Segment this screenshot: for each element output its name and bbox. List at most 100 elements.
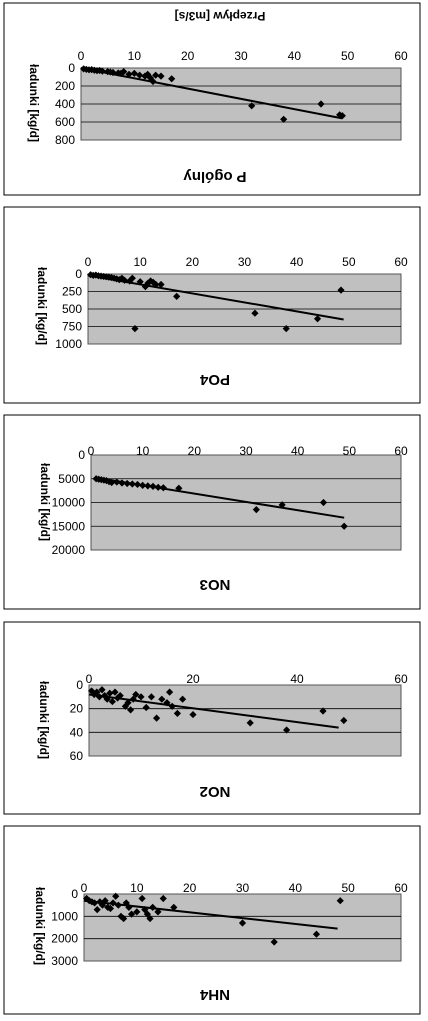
data-point [270, 938, 278, 946]
data-point [175, 484, 183, 492]
data-point [124, 699, 132, 707]
data-point [123, 479, 131, 488]
data-point [93, 906, 101, 914]
x-tick-label: 10 [136, 444, 150, 458]
x-tick-label: 40 [288, 49, 302, 63]
data-point [313, 315, 322, 323]
y-tick-label: 250 [62, 285, 82, 299]
y-axis-label: ładunki [kg/d] [27, 64, 41, 142]
x-tick-label: 40 [289, 881, 303, 895]
data-point [280, 115, 288, 123]
data-point [133, 480, 142, 489]
data-point [340, 522, 348, 530]
x-tick-label: 50 [342, 255, 356, 269]
data-point [108, 478, 116, 487]
y-tick-label: 5000 [58, 472, 85, 486]
y-tick-label: 15000 [52, 519, 86, 533]
y-tick-label: 0 [71, 887, 78, 901]
chart-panel-2: 0 250 500 750 1000 0 10 20 30 40 50 60 PO4 ładunki [k… [3, 206, 421, 404]
data-point [136, 278, 144, 286]
data-point [159, 484, 167, 492]
y-tick-label: 2000 [51, 932, 78, 946]
data-point [98, 686, 106, 694]
data-point [141, 283, 149, 291]
data-point [319, 707, 327, 715]
data-point [282, 325, 290, 333]
data-point [157, 72, 165, 80]
data-point [144, 482, 152, 490]
chart-panel-4: 0 20 40 60 0 20 40 60 NO2 ładunki [kg/d] [3, 621, 421, 815]
y-tick-label: 750 [62, 320, 82, 334]
x-tick-label: 10 [128, 49, 142, 63]
x-tick-label: 40 [290, 672, 304, 686]
data-point [157, 280, 165, 289]
x-tick-label: 20 [183, 881, 197, 895]
data-point [312, 930, 321, 938]
y-tick-label: 1000 [51, 909, 78, 923]
y-tick-label: 500 [62, 302, 82, 316]
y-tick-label: 0 [75, 267, 82, 281]
x-tick-label: 0 [78, 49, 85, 63]
x-tick-label: 0 [88, 444, 95, 458]
plot-area [83, 893, 402, 962]
data-point [168, 75, 176, 83]
data-point [159, 894, 167, 903]
data-point [149, 482, 157, 490]
x-tick-label: 0 [81, 881, 88, 895]
data-point [120, 276, 129, 284]
data-point [170, 903, 178, 911]
data-point [338, 112, 346, 120]
data-point [129, 695, 137, 703]
data-point [152, 71, 160, 79]
x-tick-label: 50 [341, 881, 355, 895]
data-point [139, 481, 147, 489]
x-tick-label: 30 [234, 49, 248, 63]
x-tick-label: 0 [85, 255, 92, 269]
x-tick-label: 60 [394, 672, 408, 686]
data-point [336, 897, 344, 905]
data-point [319, 498, 328, 507]
data-point [118, 479, 126, 487]
data-point [146, 914, 154, 923]
y-tick-label: 60 [70, 749, 84, 763]
data-point [128, 480, 136, 488]
y-tick-label: 20 [70, 702, 84, 716]
data-point [189, 710, 197, 719]
data-point [153, 714, 161, 722]
x-tick-label: 20 [181, 49, 195, 63]
x-tick-label: 50 [343, 444, 357, 458]
data-point [138, 894, 146, 903]
data-point [251, 309, 259, 317]
x-tick-label: 40 [290, 255, 304, 269]
data-point [133, 908, 141, 916]
y-tick-label: 200 [55, 79, 75, 93]
x-tick-label: 20 [186, 255, 200, 269]
data-point [278, 501, 286, 509]
data-point [179, 695, 187, 703]
data-point [283, 726, 291, 734]
y-axis-label: ładunki [kg/d] [35, 267, 49, 345]
x-tick-label: 10 [133, 255, 147, 269]
y-tick-label: 800 [55, 133, 75, 147]
x-tick-label: 20 [186, 672, 200, 686]
data-point [238, 919, 247, 927]
trendline [80, 67, 343, 120]
data-point [120, 68, 128, 76]
x-tick-label: 50 [341, 49, 355, 63]
data-point [125, 70, 133, 78]
x-tick-label: 0 [86, 672, 93, 686]
data-point [340, 716, 348, 725]
y-tick-label: 0 [76, 678, 83, 692]
data-point [90, 690, 98, 699]
data-point [142, 703, 150, 712]
y-axis-label: ładunki [kg/d] [37, 681, 51, 759]
data-point [131, 325, 139, 333]
data-point [144, 279, 152, 287]
x-tick-label: 10 [130, 881, 144, 895]
data-point [158, 695, 166, 703]
data-point [109, 899, 117, 907]
data-point [115, 276, 123, 284]
data-point [101, 897, 109, 905]
